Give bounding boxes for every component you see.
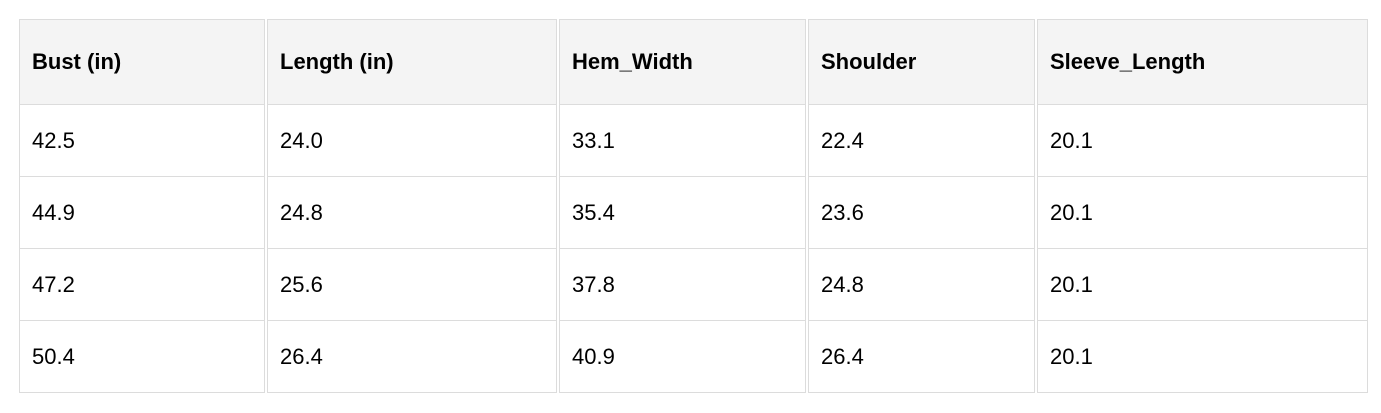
cell: 20.1	[1037, 321, 1368, 393]
cell: 25.6	[267, 249, 557, 321]
cell: 44.9	[19, 177, 265, 249]
header-bust: Bust (in)	[19, 19, 265, 105]
cell: 20.1	[1037, 177, 1368, 249]
cell: 47.2	[19, 249, 265, 321]
cell: 26.4	[267, 321, 557, 393]
table-row: 42.5 24.0 33.1 22.4 20.1	[19, 105, 1368, 177]
table-row: 44.9 24.8 35.4 23.6 20.1	[19, 177, 1368, 249]
cell: 24.0	[267, 105, 557, 177]
header-row: Bust (in) Length (in) Hem_Width Shoulder…	[19, 19, 1368, 105]
table-row: 50.4 26.4 40.9 26.4 20.1	[19, 321, 1368, 393]
cell: 42.5	[19, 105, 265, 177]
cell: 24.8	[267, 177, 557, 249]
header-length: Length (in)	[267, 19, 557, 105]
header-shoulder: Shoulder	[808, 19, 1035, 105]
cell: 23.6	[808, 177, 1035, 249]
cell: 22.4	[808, 105, 1035, 177]
cell: 33.1	[559, 105, 806, 177]
cell: 50.4	[19, 321, 265, 393]
cell: 35.4	[559, 177, 806, 249]
measurements-table: Bust (in) Length (in) Hem_Width Shoulder…	[17, 19, 1370, 393]
header-hem-width: Hem_Width	[559, 19, 806, 105]
cell: 26.4	[808, 321, 1035, 393]
table-row: 47.2 25.6 37.8 24.8 20.1	[19, 249, 1368, 321]
cell: 37.8	[559, 249, 806, 321]
cell: 20.1	[1037, 105, 1368, 177]
cell: 40.9	[559, 321, 806, 393]
header-sleeve-length: Sleeve_Length	[1037, 19, 1368, 105]
cell: 24.8	[808, 249, 1035, 321]
cell: 20.1	[1037, 249, 1368, 321]
